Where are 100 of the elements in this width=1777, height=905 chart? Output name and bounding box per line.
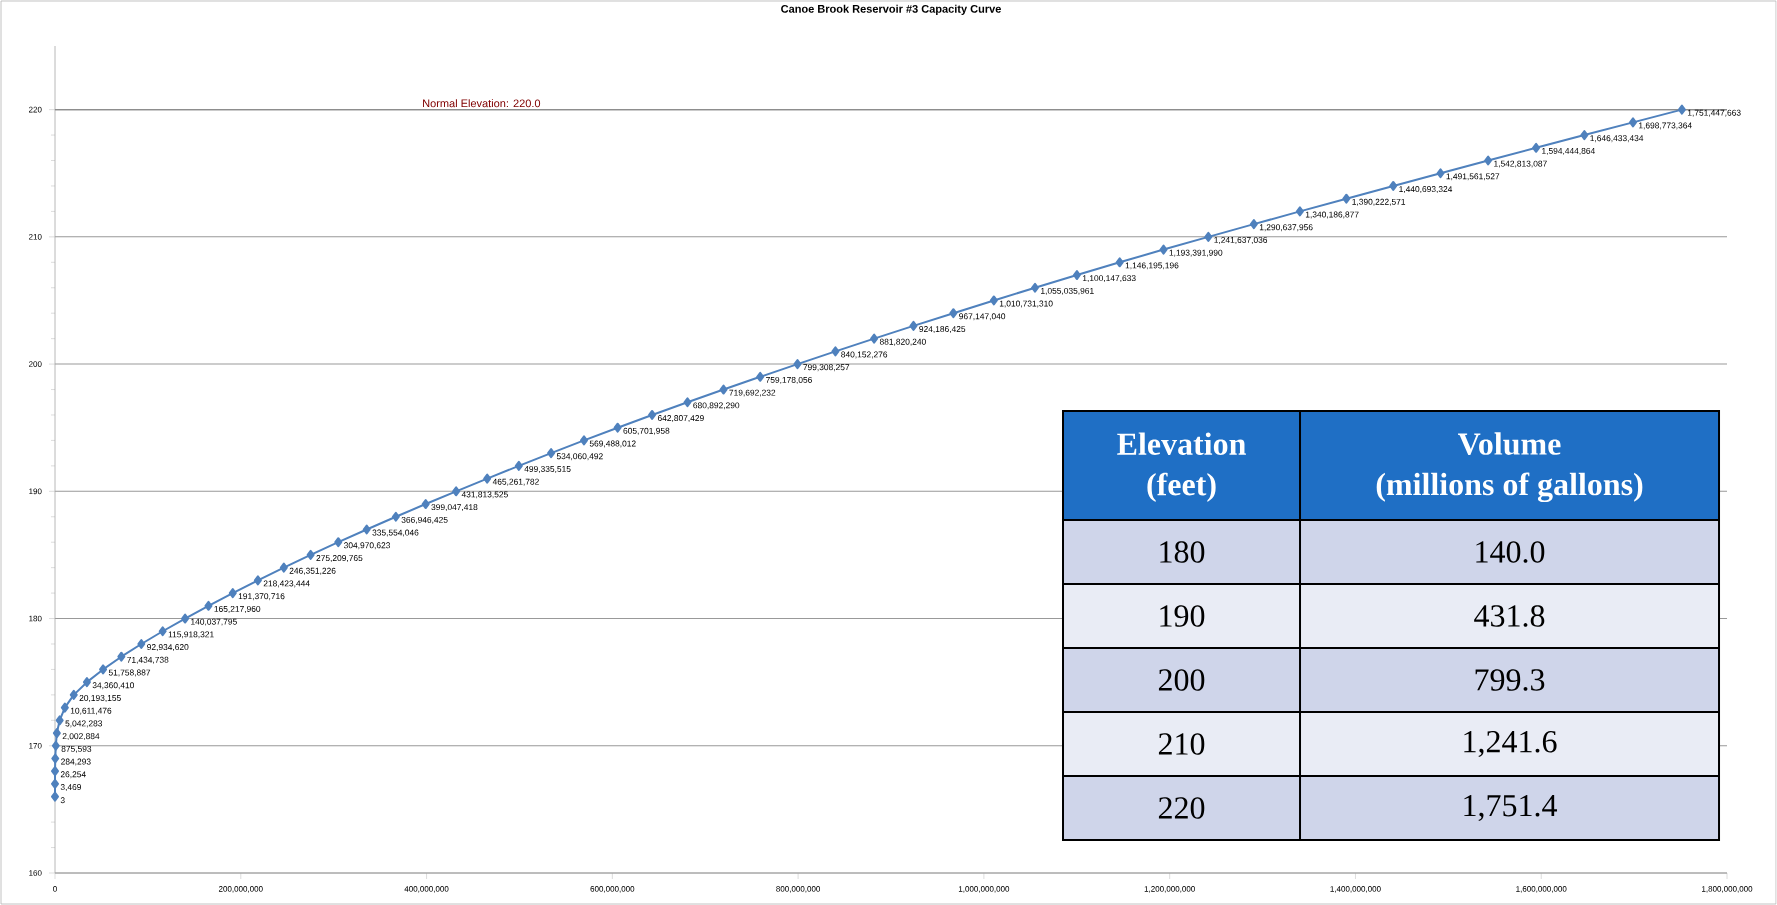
- annotation: 1,055,035,961: [1041, 287, 1094, 295]
- point: [51, 740, 60, 751]
- annotation: 840,152,276: [841, 351, 888, 359]
- annotation: 1,390,222,571: [1352, 198, 1406, 206]
- point: [580, 435, 588, 446]
- point: [1580, 130, 1589, 141]
- point: [613, 422, 622, 433]
- annotation: 3,469: [60, 784, 82, 791]
- x-tick-label: 1,800,000,000: [1702, 886, 1753, 893]
- annotation: 366,946,425: [401, 516, 448, 524]
- point: [60, 702, 69, 713]
- point: [756, 371, 765, 382]
- point: [1115, 257, 1124, 268]
- point: [117, 651, 126, 662]
- point: [1295, 206, 1304, 217]
- annotation: 34,360,410: [92, 682, 135, 690]
- annotation: 881,820,240: [879, 338, 926, 346]
- annotation: 304,970,623: [344, 542, 391, 550]
- annotation: 191,370,716: [238, 593, 285, 601]
- annotation: 1,100,147,633: [1082, 275, 1136, 283]
- point: [334, 537, 343, 548]
- point: [989, 295, 998, 306]
- annotation: 1,542,813,087: [1494, 160, 1547, 168]
- annotation: 246,351,226: [289, 567, 336, 575]
- point: [909, 320, 918, 331]
- point: [253, 575, 262, 586]
- annotation: 92,934,620: [147, 644, 189, 652]
- annotation: 275,209,765: [316, 555, 363, 562]
- annotation: 499,335,515: [524, 466, 571, 473]
- point: [1677, 104, 1686, 115]
- annotation: 431,813,525: [461, 491, 508, 499]
- annotation: 1,594,444,864: [1542, 147, 1595, 155]
- annotation: 759,178,056: [766, 376, 812, 384]
- point: [483, 473, 492, 484]
- point: [181, 613, 190, 624]
- x-tick-label: 1,000,000,000: [958, 886, 1010, 893]
- point: [1628, 117, 1637, 128]
- annotation: 1,193,391,990: [1169, 249, 1223, 257]
- annotation: 5,042,283: [65, 720, 103, 728]
- point: [1159, 244, 1168, 255]
- point: [1204, 231, 1213, 242]
- point: [1436, 168, 1445, 179]
- annotation: 875,593: [61, 745, 92, 753]
- point: [52, 728, 61, 739]
- point: [51, 753, 60, 764]
- point: [514, 460, 523, 471]
- point: [1532, 142, 1541, 153]
- annotation: 1,440,693,324: [1399, 186, 1453, 194]
- annotation: 335,554,046: [372, 529, 419, 537]
- y-tick-label: 170: [29, 742, 42, 749]
- annotation: 605,701,958: [623, 427, 670, 435]
- point: [51, 778, 60, 789]
- annotation: 1,010,731,310: [999, 300, 1053, 308]
- y-tick-label: 190: [29, 488, 42, 495]
- annotation: 1,340,186,877: [1305, 211, 1359, 219]
- annotation: 1,491,561,527: [1446, 173, 1500, 181]
- point: [831, 346, 840, 357]
- annotation: 719,692,232: [729, 389, 776, 397]
- y-tick-label: 220: [28, 106, 42, 113]
- point: [683, 397, 692, 408]
- point: [1249, 219, 1258, 230]
- ref-line-label: Normal Elevation: 220.0: [423, 99, 541, 108]
- point: [391, 511, 400, 522]
- annotation: 26,254: [60, 771, 86, 779]
- x-tick-label: 0: [53, 886, 57, 892]
- point: [1484, 155, 1493, 166]
- y-tick-label: 160: [29, 870, 42, 876]
- annotation: 680,892,290: [693, 402, 740, 410]
- annotation: 399,047,418: [431, 504, 478, 512]
- point: [158, 626, 167, 637]
- annotation: 51,758,887: [108, 669, 151, 677]
- point: [228, 588, 237, 599]
- point: [137, 638, 146, 649]
- chart-title: Canoe Brook Reservoir #3 Capacity Curve: [781, 4, 1001, 15]
- point: [51, 766, 60, 777]
- annotation: 967,147,040: [959, 313, 1006, 321]
- annotation: 1,241,637,036: [1214, 236, 1268, 244]
- annotation: 924,186,425: [919, 326, 966, 333]
- annotation: 1,698,773,364: [1639, 122, 1692, 130]
- annotation: 1,146,195,196: [1125, 262, 1179, 270]
- annotation: 1,290,637,956: [1259, 224, 1313, 232]
- point: [279, 562, 288, 573]
- annotation: 71,434,738: [127, 656, 169, 664]
- y-tick-label: 200: [28, 361, 42, 367]
- annotation: 465,261,782: [492, 478, 539, 486]
- x-tick-label: 600,000,000: [590, 886, 635, 893]
- point: [949, 308, 958, 319]
- point: [547, 448, 556, 459]
- point: [1342, 193, 1351, 204]
- annotation: 569,488,012: [589, 440, 636, 448]
- y-tick-label: 180: [29, 615, 42, 622]
- x-tick-label: 1,400,000,000: [1330, 886, 1381, 893]
- point: [82, 677, 91, 688]
- point: [306, 549, 315, 560]
- annotation: 534,060,492: [556, 453, 603, 461]
- annotation: 165,217,960: [214, 605, 261, 613]
- point: [452, 486, 461, 497]
- annotation: 218,423,444: [263, 580, 310, 588]
- point: [99, 664, 108, 675]
- annotation: 799,308,257: [803, 364, 850, 372]
